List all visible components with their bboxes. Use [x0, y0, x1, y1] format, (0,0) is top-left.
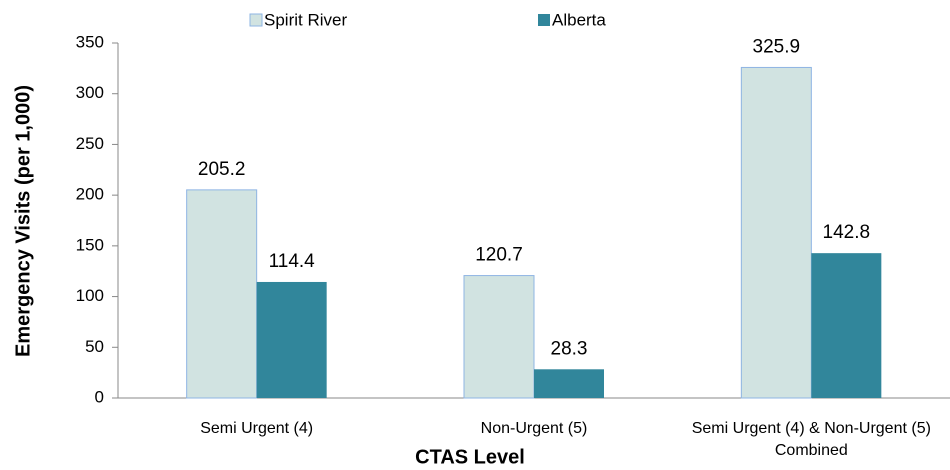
y-tick-label: 100 [76, 286, 104, 305]
bar [811, 253, 882, 398]
y-tick-label: 200 [76, 185, 104, 204]
legend-swatch [249, 13, 263, 27]
x-tick-label: Semi Urgent (4) [200, 420, 314, 437]
bar [256, 281, 327, 398]
data-label: 114.4 [269, 251, 316, 272]
legend-swatch [538, 14, 550, 26]
y-tick-label: 250 [76, 134, 104, 153]
y-tick-label: 150 [76, 235, 104, 254]
x-axis-title: CTAS Level [415, 446, 525, 468]
x-tick-label: Non-Urgent (5) [480, 420, 588, 437]
bar [534, 369, 604, 398]
data-label: 120.7 [475, 245, 523, 266]
y-tick-label: 0 [95, 387, 104, 406]
bar [740, 66, 812, 399]
y-tick-label: 300 [76, 83, 104, 102]
y-tick-label: 350 [76, 32, 104, 51]
bar [463, 275, 535, 399]
bar [186, 189, 258, 399]
x-tick-label: Semi Urgent (4) & Non-Urgent (5) Combine… [691, 420, 931, 459]
data-label: 28.3 [551, 338, 588, 359]
legend-label: Spirit River [264, 10, 347, 29]
data-label: 205.2 [198, 159, 246, 180]
y-tick-label: 50 [85, 337, 104, 356]
data-label: 325.9 [753, 36, 801, 57]
data-label: 142.8 [823, 222, 871, 243]
legend-label: Alberta [552, 10, 606, 29]
y-axis-title: Emergency Visits (per 1,000) [12, 85, 34, 357]
